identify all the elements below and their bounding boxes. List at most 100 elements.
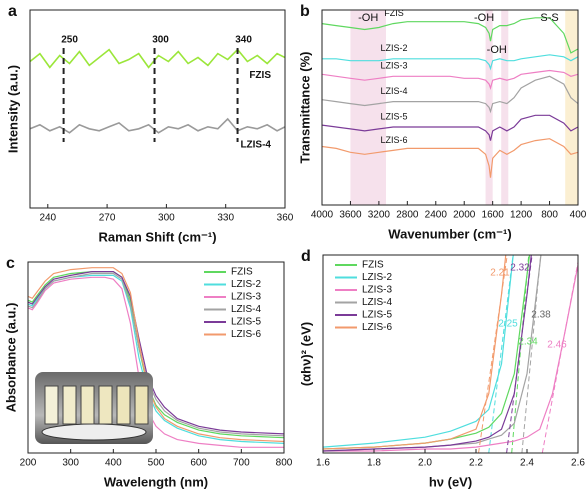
x-tick-label: 400 xyxy=(570,210,586,221)
series-line xyxy=(322,69,578,90)
series-line xyxy=(30,48,285,69)
x-tick-label: 200 xyxy=(20,458,37,469)
legend-label: LZIS-3 xyxy=(231,292,261,303)
bandgap-label: 2.38 xyxy=(531,310,551,321)
tangent-line xyxy=(511,255,530,453)
tangent-line xyxy=(541,259,578,453)
panel-label: b xyxy=(300,3,310,20)
legend-label: LZIS-6 xyxy=(362,322,392,333)
x-axis-label: Raman Shift (cm⁻¹) xyxy=(98,229,216,244)
x-tick-label: 3600 xyxy=(339,210,362,221)
series-label: LZIS-2 xyxy=(380,43,407,53)
series-label: FZIS xyxy=(249,70,271,81)
bandgap-label: 2.21 xyxy=(490,268,510,279)
x-axis-label: Wavenumber (cm⁻¹) xyxy=(388,226,511,241)
series-line xyxy=(28,271,284,439)
series-label: LZIS-4 xyxy=(240,139,271,150)
legend-label: LZIS-4 xyxy=(362,297,392,308)
legend-label: FZIS xyxy=(231,267,253,278)
x-tick-label: 800 xyxy=(276,458,293,469)
legend-label: LZIS-5 xyxy=(231,317,261,328)
x-tick-label: 1.6 xyxy=(316,458,330,469)
series-line xyxy=(323,255,514,448)
bandgap-label: 2.46 xyxy=(547,340,567,351)
band xyxy=(501,10,509,205)
marker-label: 300 xyxy=(152,35,169,46)
x-tick-label: 700 xyxy=(233,458,250,469)
band-label: -OH xyxy=(487,44,507,56)
bandgap-label: 2.25 xyxy=(498,319,518,330)
legend-label: LZIS-6 xyxy=(231,329,261,340)
x-tick-label: 600 xyxy=(190,458,207,469)
series-line xyxy=(323,255,532,452)
series-line xyxy=(322,114,578,141)
series-line xyxy=(28,271,284,435)
band-label: -OH xyxy=(358,12,378,24)
x-tick-label: 1200 xyxy=(510,210,533,221)
x-tick-label: 270 xyxy=(99,213,116,224)
x-tick-label: 500 xyxy=(148,458,165,469)
x-tick-label: 240 xyxy=(39,213,56,224)
x-tick-label: 2.0 xyxy=(418,458,432,469)
x-tick-label: 2000 xyxy=(453,210,476,221)
series-line xyxy=(28,276,284,448)
series-line xyxy=(322,75,578,114)
series-line xyxy=(322,17,578,54)
x-tick-label: 1600 xyxy=(482,210,505,221)
band-label: -OH xyxy=(474,12,494,24)
series-line xyxy=(28,267,284,443)
x-tick-label: 4000 xyxy=(311,210,334,221)
band-label: S-S xyxy=(540,12,558,24)
series-label: FZIS xyxy=(384,8,404,18)
x-tick-label: 1.8 xyxy=(367,458,381,469)
x-axis-label: Wavelength (nm) xyxy=(104,474,208,489)
y-axis-label: (αhν)² (eV) xyxy=(298,322,313,386)
x-tick-label: 800 xyxy=(541,210,558,221)
bandgap-label: 2.34 xyxy=(518,337,538,348)
y-axis-label: Transmittance (%) xyxy=(297,52,312,164)
x-tick-label: 300 xyxy=(62,458,79,469)
x-tick-label: 3200 xyxy=(368,210,391,221)
marker-label: 250 xyxy=(61,35,78,46)
panel-label: a xyxy=(8,3,17,20)
legend-label: LZIS-2 xyxy=(362,272,392,283)
series-label: LZIS-5 xyxy=(380,111,407,121)
series-line xyxy=(28,272,284,437)
series-label: LZIS-6 xyxy=(380,135,407,145)
legend-label: LZIS-5 xyxy=(362,310,392,321)
band xyxy=(350,10,386,205)
x-tick-label: 2.2 xyxy=(469,458,483,469)
series-line xyxy=(30,117,285,134)
x-tick-label: 400 xyxy=(105,458,122,469)
inset-photo xyxy=(35,372,153,444)
x-tick-label: 2800 xyxy=(396,210,419,221)
plot-area xyxy=(28,267,284,448)
tangent-line xyxy=(478,255,508,453)
bandgap-label: 2.32 xyxy=(510,263,530,274)
tangent-line xyxy=(506,255,533,453)
tangent-line xyxy=(488,255,514,453)
x-tick-label: 330 xyxy=(217,213,234,224)
axes-frame xyxy=(321,9,579,206)
legend-label: LZIS-3 xyxy=(362,285,392,296)
marker-label: 340 xyxy=(235,35,252,46)
x-tick-label: 2400 xyxy=(425,210,448,221)
x-axis-label: hν (eV) xyxy=(429,474,472,489)
x-tick-label: 2.6 xyxy=(571,458,585,469)
legend-label: LZIS-4 xyxy=(231,304,261,315)
y-axis-label: Absorbance (a.u.) xyxy=(3,303,18,413)
panel-label: c xyxy=(6,255,15,272)
y-axis-label: Intensity (a.u.) xyxy=(5,65,20,153)
series-line xyxy=(322,54,578,71)
band xyxy=(565,10,578,205)
x-tick-label: 300 xyxy=(158,213,175,224)
series-label: LZIS-4 xyxy=(380,86,407,96)
plot-area xyxy=(30,48,285,134)
plot-area xyxy=(322,10,578,205)
legend-label: LZIS-2 xyxy=(231,279,261,290)
panel-label: d xyxy=(301,248,311,265)
legend-label: FZIS xyxy=(362,260,384,271)
x-tick-label: 2.4 xyxy=(520,458,534,469)
series-label: LZIS-3 xyxy=(380,61,407,71)
